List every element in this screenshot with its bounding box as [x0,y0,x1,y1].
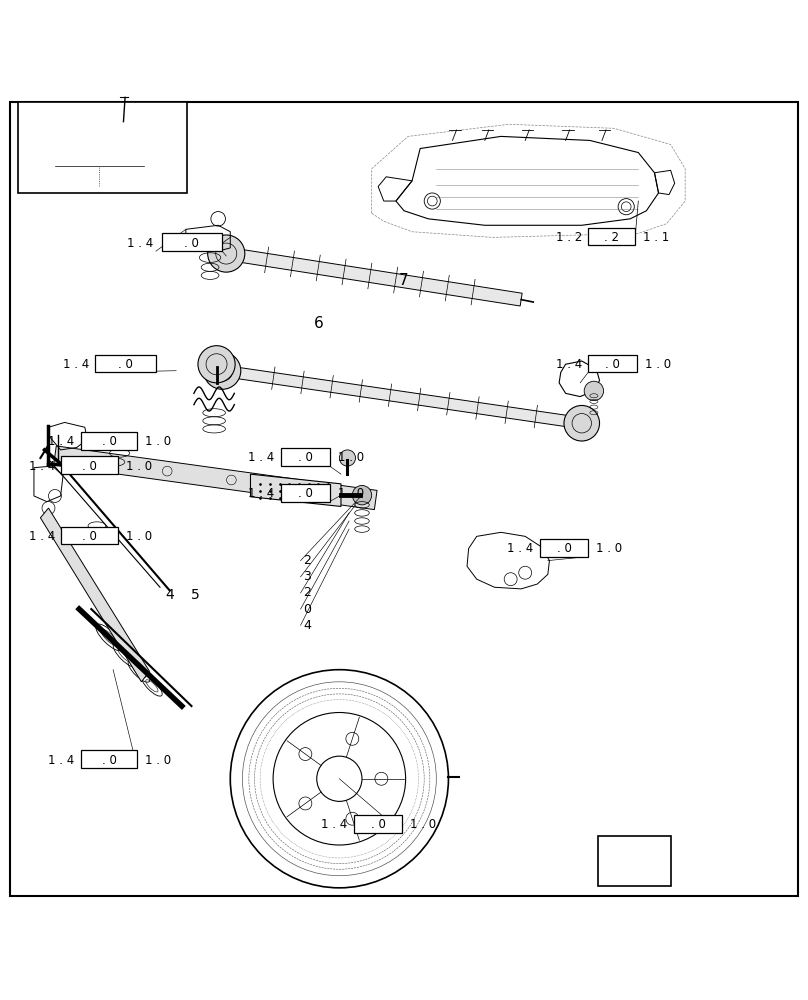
Polygon shape [604,841,665,877]
Bar [95,355,156,372]
Circle shape [339,450,356,466]
Text: . 0: . 0 [557,542,571,555]
Circle shape [198,346,235,383]
Polygon shape [53,446,377,510]
Text: 2: 2 [303,554,311,567]
Text: 4: 4 [166,588,174,602]
Bar [354,815,402,833]
Polygon shape [250,474,341,506]
Text: 1 . 4: 1 . 4 [48,435,74,448]
Text: . 0: . 0 [82,530,97,543]
Text: 1 . 0: 1 . 0 [410,818,436,831]
Text: 1 . 1: 1 . 1 [643,231,669,244]
Bar [162,233,222,251]
Text: . 0: . 0 [298,487,313,500]
Text: 6: 6 [314,316,324,331]
Text: 1 . 4: 1 . 4 [29,460,55,473]
Text: 1 . 0: 1 . 0 [338,451,364,464]
Bar [588,355,637,372]
Circle shape [564,405,600,441]
Bar [540,539,588,557]
Bar [81,432,137,450]
Text: 5: 5 [191,588,200,602]
Bar [61,456,118,474]
Text: 1 . 2: 1 . 2 [556,231,582,244]
Text: 1 . 4: 1 . 4 [556,358,582,371]
Bar [281,448,330,466]
Text: . 0: . 0 [118,358,133,371]
Text: 1 . 4: 1 . 4 [507,542,533,555]
Text: 1 . 4: 1 . 4 [63,358,89,371]
Text: 1 . 0: 1 . 0 [126,460,152,473]
Bar [588,228,635,245]
Text: 1 . 0: 1 . 0 [338,487,364,500]
Text: 1 . 4: 1 . 4 [29,530,55,543]
Circle shape [208,235,245,272]
Text: 1 . 0: 1 . 0 [645,358,671,371]
Bar [598,836,671,886]
Text: . 0: . 0 [184,237,200,250]
Text: 1 . 4: 1 . 4 [48,754,74,767]
Text: 4: 4 [303,619,311,632]
Circle shape [584,381,604,401]
Circle shape [204,352,241,389]
Polygon shape [40,508,149,682]
Text: 1 . 0: 1 . 0 [145,435,171,448]
Text: . 0: . 0 [298,451,313,464]
Text: 3: 3 [303,570,311,583]
Polygon shape [221,365,583,429]
Bar [18,102,187,193]
Bar [81,750,137,768]
Text: . 0: . 0 [102,435,116,448]
Polygon shape [225,247,522,306]
Text: 1 . 0: 1 . 0 [126,530,152,543]
Text: 1 . 4: 1 . 4 [128,237,154,250]
Text: . 0: . 0 [82,460,97,473]
Text: 1 . 0: 1 . 0 [596,542,622,555]
Circle shape [352,485,372,505]
Text: . 0: . 0 [102,754,116,767]
Text: 0: 0 [303,603,311,616]
Text: . 2: . 2 [604,231,619,244]
Text: 1 . 4: 1 . 4 [249,451,275,464]
Text: 1 . 4: 1 . 4 [322,818,347,831]
Text: 1 . 0: 1 . 0 [145,754,171,767]
Text: 2: 2 [303,586,311,599]
Bar [61,527,118,544]
Bar [281,484,330,502]
Text: . 0: . 0 [605,358,620,371]
Text: 1 . 4: 1 . 4 [249,487,275,500]
Text: . 0: . 0 [371,818,385,831]
Text: 7: 7 [399,273,409,288]
